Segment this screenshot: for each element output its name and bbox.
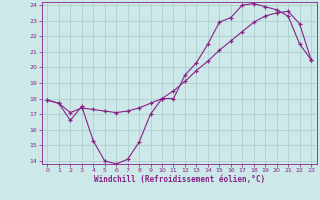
X-axis label: Windchill (Refroidissement éolien,°C): Windchill (Refroidissement éolien,°C)	[94, 175, 265, 184]
